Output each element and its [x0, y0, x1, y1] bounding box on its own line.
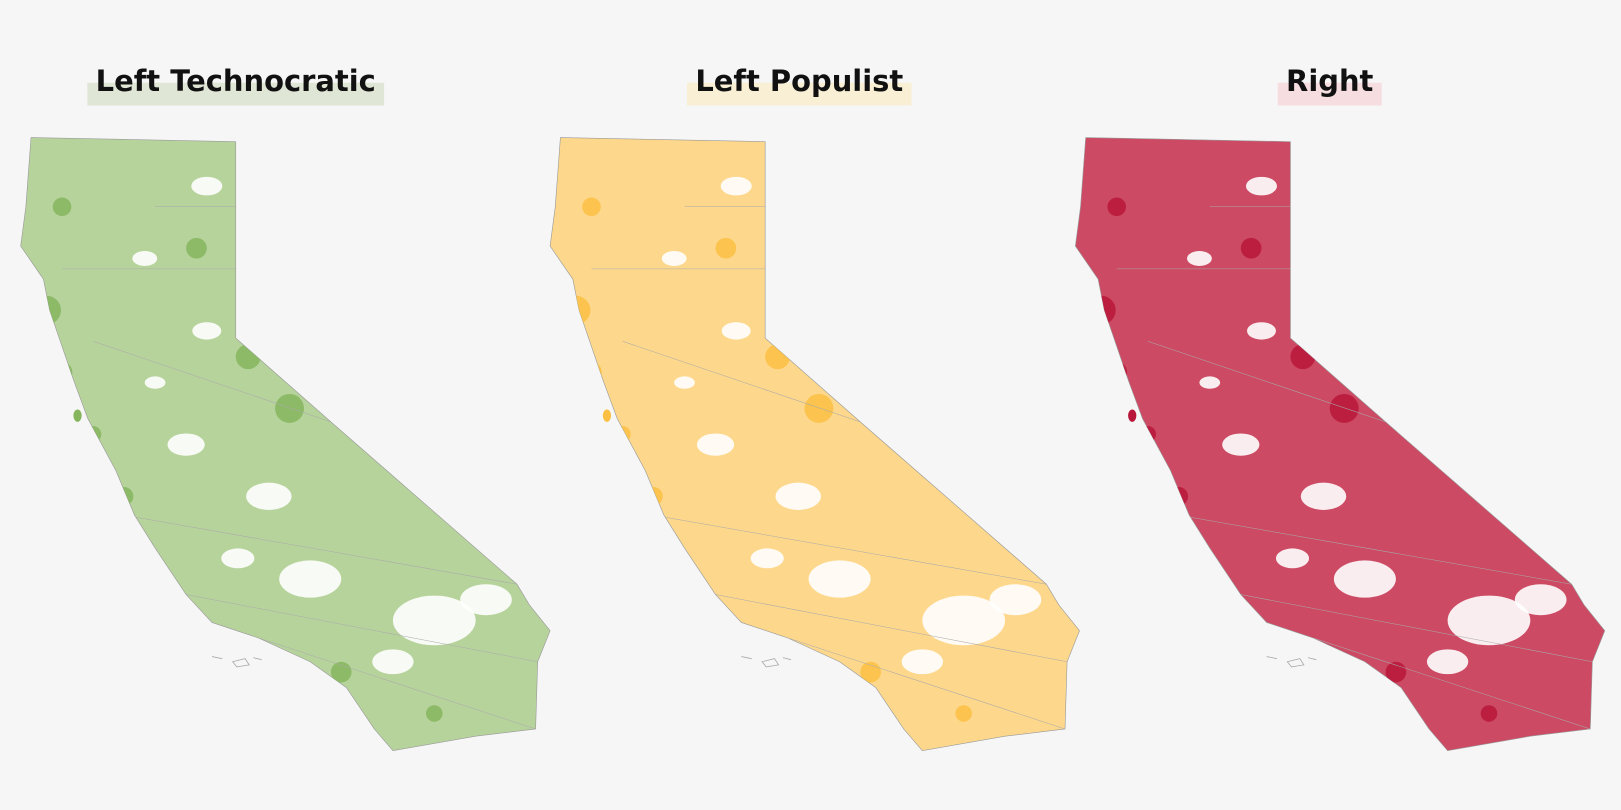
blank-patch: [279, 560, 342, 598]
channel-islands: [741, 656, 792, 668]
dark-patch: [561, 295, 591, 325]
blank-patch: [721, 322, 751, 340]
blank-patch: [167, 433, 205, 456]
state-shape: [1074, 137, 1606, 752]
blank-patch: [661, 251, 687, 266]
map-title: Left Populist: [695, 64, 903, 98]
dark-patch: [860, 661, 881, 683]
blank-patch: [144, 376, 166, 389]
dark-patch: [581, 361, 602, 383]
blank-patch: [1447, 595, 1531, 646]
blank-patch: [1275, 548, 1310, 569]
dark-patch: [114, 487, 134, 506]
title-highlight: [1277, 82, 1382, 106]
dark-patch: [51, 361, 73, 383]
state-map: Left Technocratic: [20, 64, 551, 752]
island: [602, 409, 612, 422]
dark-patch: [1086, 295, 1116, 325]
blank-patch: [246, 482, 292, 510]
dark-patch: [1329, 393, 1359, 423]
dark-patch: [32, 295, 62, 325]
dark-patch: [1385, 661, 1407, 683]
dark-patch: [1106, 361, 1128, 383]
blank-patch: [192, 322, 222, 340]
dark-patch: [330, 661, 352, 683]
state-map: Left Populist: [549, 64, 1081, 752]
blank-patch: [1245, 176, 1277, 196]
blank-patch: [460, 584, 512, 616]
island: [1128, 409, 1137, 422]
blank-patch: [372, 649, 414, 675]
blank-patch: [132, 251, 158, 266]
blank-patch: [720, 176, 752, 196]
blank-patch: [1426, 649, 1469, 675]
state-shape: [20, 137, 551, 752]
dark-patch: [186, 237, 207, 259]
blank-patch: [1222, 433, 1260, 456]
blank-patch: [922, 595, 1006, 646]
dark-patch: [1240, 237, 1262, 259]
title-highlight: [87, 82, 385, 106]
county-lines: [591, 206, 1068, 730]
dark-patch: [1290, 344, 1316, 370]
title-highlight: [686, 82, 912, 106]
dark-patch: [765, 344, 790, 370]
blank-patch: [1514, 584, 1567, 616]
blank-patch: [191, 176, 223, 196]
blank-patch: [1187, 251, 1212, 266]
dark-patch: [426, 705, 443, 722]
blank-patch: [1300, 482, 1347, 510]
dark-patch: [804, 393, 834, 423]
dark-patch: [275, 393, 304, 423]
state-shape: [549, 137, 1081, 752]
dark-patch: [644, 487, 663, 506]
dark-patch: [1169, 487, 1189, 506]
dark-patch: [1107, 197, 1127, 217]
blank-patch: [696, 433, 735, 456]
dark-patch: [235, 344, 261, 370]
blank-patch: [674, 376, 695, 389]
maps: Left Technocratic Left Populist Right: [20, 64, 1606, 752]
dark-patch: [955, 705, 972, 722]
channel-islands: [1266, 656, 1317, 668]
blank-patch: [775, 482, 821, 510]
island: [73, 409, 82, 422]
blank-patch: [1247, 322, 1276, 340]
blank-patch: [808, 560, 871, 598]
channel-islands: [211, 656, 262, 668]
map-title: Left Technocratic: [96, 64, 376, 98]
blank-patch: [221, 548, 255, 569]
dark-patch: [52, 197, 72, 217]
dark-patch: [715, 237, 737, 259]
blank-patch: [901, 649, 944, 675]
blank-patch: [1199, 376, 1221, 389]
dark-patch: [582, 197, 601, 217]
county-lines: [1116, 206, 1593, 730]
state-map: Right: [1074, 64, 1606, 752]
dark-patch: [1480, 705, 1498, 722]
county-lines: [62, 206, 538, 730]
blank-patch: [989, 584, 1042, 616]
blank-patch: [392, 595, 476, 646]
map-title: Right: [1286, 64, 1374, 98]
blank-patch: [1333, 560, 1396, 598]
blank-patch: [750, 548, 784, 569]
